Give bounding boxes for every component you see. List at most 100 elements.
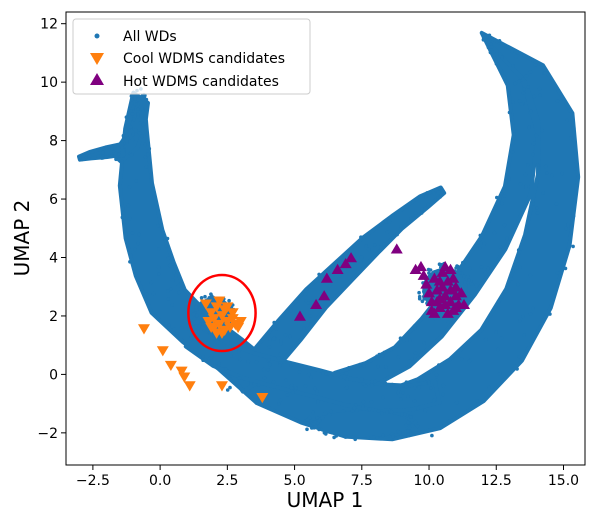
all-wds-point — [303, 292, 308, 297]
y-tick-label: 8 — [49, 134, 58, 150]
all-wds-point — [364, 244, 369, 248]
all-wds-point — [397, 387, 401, 392]
all-wds-point — [430, 433, 434, 438]
all-wds-point — [304, 299, 308, 303]
all-wds-point — [194, 308, 199, 312]
hot-wdms-marker — [436, 281, 449, 292]
all-wds-point — [266, 368, 270, 372]
all-wds-point — [140, 106, 144, 111]
x-tick-label: 0.0 — [149, 473, 171, 489]
hot-wdms-marker — [417, 269, 430, 280]
all-wds-point — [456, 264, 460, 269]
x-tick-label: 7.5 — [351, 473, 373, 489]
hot-wdms-marker — [318, 290, 331, 301]
all-wds-point — [307, 415, 312, 420]
all-wds-point — [285, 393, 290, 397]
all-wds-point — [400, 432, 405, 436]
all-wds-point — [545, 171, 549, 175]
all-wds-point — [339, 375, 343, 380]
all-wds-point — [569, 136, 573, 140]
all-wds-point — [384, 385, 389, 389]
all-wds-point — [555, 271, 560, 275]
all-wds-point — [422, 297, 427, 301]
all-wds-region-arc-bottom — [313, 410, 411, 438]
all-wds-point — [406, 394, 410, 399]
all-wds-point — [434, 373, 439, 377]
all-wds-point — [423, 408, 428, 413]
all-wds-point — [166, 297, 170, 301]
all-wds-point — [267, 358, 271, 362]
all-wds-point — [288, 334, 292, 339]
all-wds-point — [511, 64, 515, 68]
legend-marker-all-wds — [94, 33, 100, 39]
all-wds-point — [509, 277, 514, 281]
all-wds-point — [100, 155, 104, 160]
all-wds-point — [347, 366, 351, 370]
all-wds-point — [184, 326, 188, 331]
hot-wdms-marker — [444, 263, 457, 274]
all-wds-point — [468, 266, 472, 271]
all-wds-point — [469, 282, 474, 286]
hot-wdms-marker — [390, 243, 403, 254]
all-wds-point — [503, 75, 508, 80]
all-wds-point — [121, 206, 125, 211]
legend: All WDs Cool WDMS candidates Hot WDMS ca… — [72, 18, 311, 95]
all-wds-point — [327, 412, 332, 417]
hot-wdms-marker — [431, 295, 444, 307]
all-wds-point — [87, 154, 92, 158]
all-wds-point — [355, 408, 359, 413]
all-wds-point — [409, 415, 413, 419]
hot-wdms-marker — [439, 290, 452, 301]
all-wds-point — [406, 429, 410, 433]
x-tick-label: −2.5 — [76, 473, 110, 489]
all-wds-region-lower-arc — [183, 324, 442, 414]
all-wds-point — [327, 284, 332, 289]
all-wds-point — [537, 86, 542, 91]
hot-wdms-marker — [436, 266, 449, 277]
hot-wdms-marker — [420, 278, 433, 289]
all-wds-point — [418, 353, 423, 357]
all-wds-point — [131, 132, 135, 137]
all-wds-point — [498, 245, 503, 249]
all-wds-point — [484, 34, 489, 39]
all-wds-point — [361, 399, 366, 404]
all-wds-point — [303, 384, 308, 389]
all-wds-point — [151, 291, 156, 296]
all-wds-point — [372, 435, 376, 439]
all-wds-point — [358, 362, 362, 367]
hot-wdms-markers — [293, 243, 470, 321]
all-wds-point — [271, 380, 276, 384]
all-wds-point — [517, 355, 521, 359]
all-wds-point — [156, 265, 161, 270]
all-wds-point — [172, 327, 177, 332]
all-wds-point — [321, 371, 326, 376]
all-wds-points-tail — [77, 145, 124, 162]
all-wds-point — [565, 118, 569, 123]
all-wds-point — [436, 190, 441, 195]
all-wds-point — [359, 260, 363, 265]
all-wds-point — [387, 219, 392, 224]
all-wds-point — [507, 110, 512, 115]
hot-wdms-marker — [310, 298, 323, 310]
all-wds-point — [538, 93, 542, 97]
all-wds-point — [551, 294, 556, 299]
all-wds-point — [261, 367, 266, 372]
y-tick-label: 10 — [40, 75, 58, 91]
all-wds-point — [194, 305, 199, 310]
all-wds-point — [560, 171, 564, 176]
all-wds-point — [124, 133, 129, 138]
all-wds-point — [366, 435, 371, 440]
all-wds-point — [535, 206, 539, 210]
all-wds-point — [366, 247, 371, 252]
all-wds-point — [497, 39, 502, 43]
all-wds-point — [317, 419, 322, 423]
all-wds-point — [271, 336, 276, 341]
all-wds-point — [305, 427, 309, 432]
all-wds-point — [279, 342, 283, 346]
all-wds-point — [370, 383, 375, 388]
all-wds-point — [320, 415, 325, 420]
all-wds-point — [101, 150, 105, 155]
all-wds-point — [419, 211, 424, 215]
all-wds-point — [208, 355, 213, 360]
all-wds-point — [487, 385, 491, 390]
